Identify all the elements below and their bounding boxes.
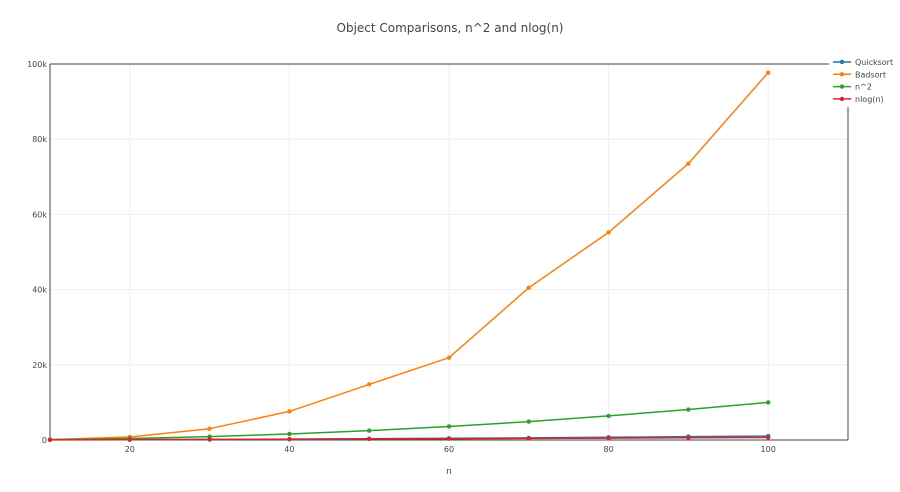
data-point bbox=[207, 437, 212, 442]
data-point bbox=[367, 382, 372, 387]
data-point bbox=[686, 435, 691, 441]
data-point bbox=[526, 285, 531, 290]
chart-title: Object Comparisons, n^2 and nlog(n) bbox=[337, 21, 564, 35]
data-point bbox=[287, 409, 292, 414]
y-tick-label: 20k bbox=[32, 361, 47, 370]
data-point bbox=[47, 437, 53, 443]
data-point bbox=[127, 437, 132, 442]
data-point bbox=[287, 431, 292, 437]
legend-item[interactable]: Quicksort bbox=[833, 58, 893, 67]
data-point bbox=[606, 413, 611, 419]
x-tick-label: 100 bbox=[761, 445, 776, 454]
grid-lines bbox=[50, 63, 848, 440]
series-lines bbox=[47, 70, 771, 443]
data-point bbox=[367, 436, 372, 442]
data-point bbox=[526, 436, 531, 441]
x-tick-label: 60 bbox=[444, 445, 454, 454]
series-badsort bbox=[47, 70, 771, 442]
x-tick-label: 20 bbox=[125, 445, 135, 454]
data-point bbox=[606, 230, 611, 235]
legend-label: n^2 bbox=[855, 83, 872, 92]
data-point bbox=[686, 407, 691, 412]
y-tick-label: 80k bbox=[32, 135, 47, 144]
series-nlog-n- bbox=[47, 435, 771, 443]
legend-swatch-marker bbox=[839, 72, 845, 77]
legend-item[interactable]: n^2 bbox=[833, 83, 872, 92]
data-point bbox=[766, 70, 771, 75]
legend-item[interactable]: Badsort bbox=[833, 70, 886, 79]
series-line bbox=[49, 436, 769, 441]
data-point bbox=[367, 428, 372, 433]
data-point bbox=[766, 435, 771, 440]
series-line bbox=[49, 401, 769, 441]
x-tick-label: 80 bbox=[604, 445, 614, 454]
legend-swatch-marker bbox=[839, 84, 845, 89]
data-point bbox=[207, 426, 212, 431]
y-tick-label: 40k bbox=[32, 286, 47, 295]
data-point bbox=[526, 419, 531, 424]
y-tick-label: 60k bbox=[32, 210, 47, 219]
legend-label: Quicksort bbox=[855, 58, 893, 67]
series-line bbox=[49, 72, 769, 441]
legend[interactable]: Quicksort Badsort n^2 nlog(n) bbox=[829, 56, 896, 108]
legend-swatch-marker bbox=[839, 96, 845, 102]
x-tick-label: 40 bbox=[284, 445, 294, 454]
data-point bbox=[606, 435, 611, 441]
series-n-2 bbox=[47, 400, 771, 442]
legend-swatch-marker bbox=[839, 59, 845, 65]
x-axis-title: n bbox=[446, 467, 452, 477]
data-point bbox=[766, 400, 771, 405]
data-point bbox=[446, 436, 452, 441]
y-tick-label: 100k bbox=[27, 60, 47, 69]
data-point bbox=[446, 355, 452, 360]
data-point bbox=[446, 424, 452, 429]
legend-label: Badsort bbox=[855, 70, 886, 79]
data-point bbox=[287, 436, 292, 442]
legend-label: nlog(n) bbox=[855, 95, 884, 104]
legend-item[interactable]: nlog(n) bbox=[833, 95, 884, 104]
tick-labels: 20 40 60 80 100 0 20k 40k 60k 80k 100k bbox=[27, 60, 776, 454]
y-tick-label: 0 bbox=[42, 436, 47, 445]
data-point bbox=[686, 161, 691, 166]
